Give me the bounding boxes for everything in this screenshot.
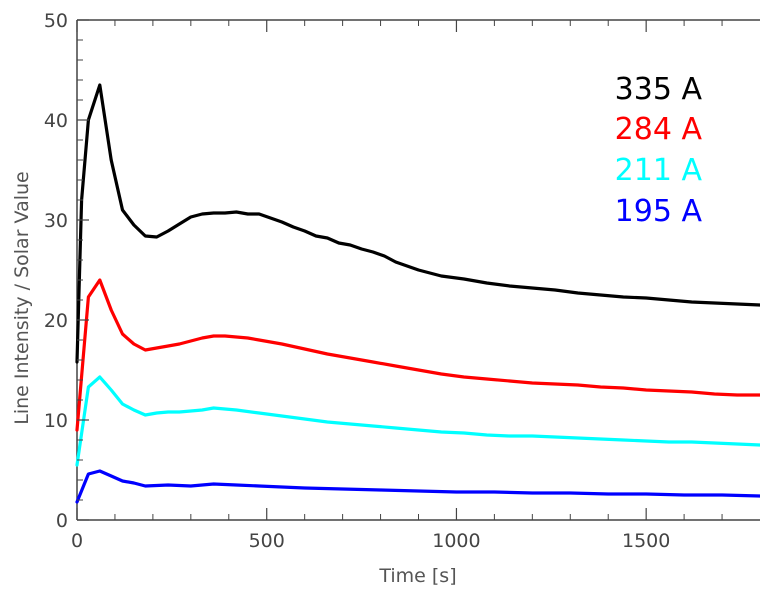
y-tick-label: 30 — [44, 210, 68, 232]
y-tick-label: 50 — [44, 10, 68, 32]
x-tick-label: 500 — [249, 530, 285, 552]
legend-entry-211: 211 A — [615, 153, 703, 188]
y-tick-label: 20 — [44, 310, 68, 332]
series-line-284 — [77, 280, 760, 430]
legend-entry-195: 195 A — [615, 194, 703, 229]
legend: 335 A 284 A 211 A 195 A — [615, 72, 703, 229]
y-tick-label: 10 — [44, 410, 68, 432]
x-tick-label: 1000 — [432, 530, 480, 552]
series-layer — [77, 85, 760, 502]
x-tick-label: 1500 — [622, 530, 670, 552]
y-axis-label: Line Intensity / Solar Value — [11, 171, 33, 424]
y-tick-label: 0 — [56, 510, 68, 532]
legend-entry-335: 335 A — [615, 72, 703, 107]
y-tick-label: 40 — [44, 110, 68, 132]
x-axis-label: Time [s] — [378, 565, 456, 587]
x-tick-label: 0 — [71, 530, 83, 552]
legend-entry-284: 284 A — [615, 112, 703, 147]
series-line-195 — [77, 471, 760, 502]
